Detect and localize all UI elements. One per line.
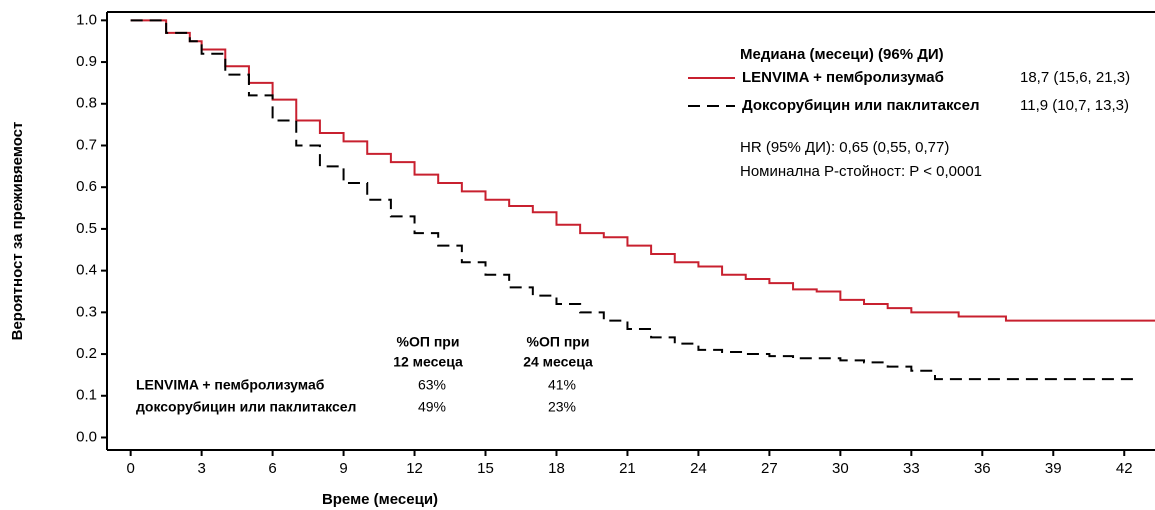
- x-tick-label: 0: [126, 460, 134, 477]
- x-tick-label: 9: [339, 460, 347, 477]
- y-tick-label: 0.7: [76, 136, 97, 153]
- x-tick-label: 24: [690, 460, 707, 477]
- table-header: 24 месеца: [523, 354, 593, 370]
- table-cell: 41%: [548, 377, 576, 393]
- x-tick-label: 6: [268, 460, 276, 477]
- table-row-label: LENVIMA + пембролизумаб: [136, 377, 325, 393]
- legend-title: Медиана (месеци) (96% ДИ): [740, 46, 944, 63]
- table-header: %ОП при: [397, 334, 460, 350]
- table-row-label: доксорубицин или паклитаксел: [136, 399, 356, 415]
- table-header: %ОП при: [527, 334, 590, 350]
- x-tick-label: 15: [477, 460, 494, 477]
- y-tick-label: 0.0: [76, 428, 97, 445]
- x-tick-label: 39: [1045, 460, 1062, 477]
- x-tick-label: 30: [832, 460, 849, 477]
- y-tick-label: 0.2: [76, 345, 97, 362]
- survival-curve: [130, 19, 1155, 322]
- y-tick-label: 0.9: [76, 53, 97, 70]
- x-tick-label: 21: [619, 460, 636, 477]
- survival-curve: [130, 19, 1137, 381]
- y-tick-label: 1.0: [76, 11, 97, 28]
- table-cell: 23%: [548, 399, 576, 415]
- annotation: Номинална P-стойност: P < 0,0001: [740, 163, 982, 180]
- y-tick-label: 0.1: [76, 387, 97, 404]
- x-tick-label: 42: [1116, 460, 1133, 477]
- y-tick-label: 0.3: [76, 303, 97, 320]
- y-tick-label: 0.6: [76, 178, 97, 195]
- legend-median: 11,9 (10,7, 13,3): [1020, 97, 1129, 114]
- table-cell: 49%: [418, 399, 446, 415]
- legend-label: Доксорубицин или паклитаксел: [742, 97, 980, 114]
- table-cell: 63%: [418, 377, 446, 393]
- x-tick-label: 27: [761, 460, 778, 477]
- x-tick-label: 33: [903, 460, 920, 477]
- y-axis-label: Вероятност за преживяемост: [9, 122, 26, 341]
- y-tick-label: 0.5: [76, 220, 97, 237]
- annotation: HR (95% ДИ): 0,65 (0,55, 0,77): [740, 139, 949, 156]
- x-tick-label: 18: [548, 460, 565, 477]
- legend-median: 18,7 (15,6, 21,3): [1020, 69, 1130, 86]
- x-axis-label: Време (месеци): [322, 491, 438, 508]
- y-tick-label: 0.4: [76, 262, 97, 279]
- x-tick-label: 12: [406, 460, 423, 477]
- x-tick-label: 3: [197, 460, 205, 477]
- x-tick-label: 36: [974, 460, 991, 477]
- y-tick-label: 0.8: [76, 95, 97, 112]
- table-header: 12 месеца: [393, 354, 463, 370]
- legend-label: LENVIMA + пембролизумаб: [742, 69, 944, 86]
